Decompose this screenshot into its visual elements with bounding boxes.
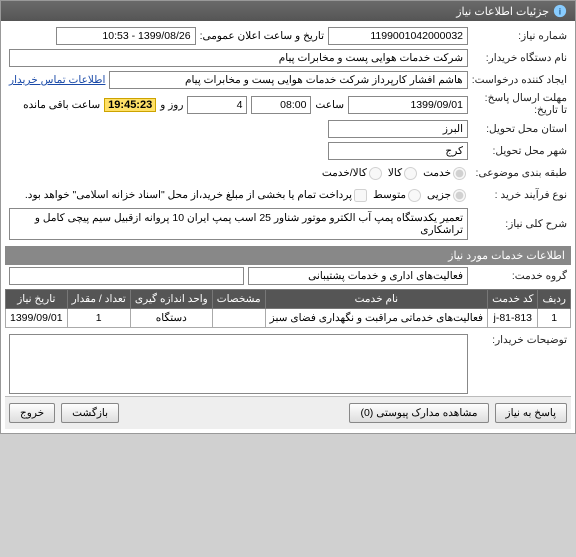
td-0: 1 (538, 309, 571, 328)
body: شماره نیاز: 1199001042000032 تاریخ و ساع… (1, 21, 575, 433)
creator-field: هاشم افشار کارپرداز شرکت خدمات هوایی پست… (109, 71, 467, 89)
th-3: مشخصات (212, 290, 265, 309)
bt-note-input (354, 189, 367, 202)
contact-link[interactable]: اطلاعات تماس خریدار (9, 74, 105, 86)
province-label: استان محل تحویل: (472, 123, 567, 135)
row-province: استان محل تحویل: البرز (5, 118, 571, 140)
desc-label: شرح کلی نیاز: (472, 218, 567, 230)
desc-field: تعمیر یکدستگاه پمپ آب الکترو موتور شناور… (9, 208, 468, 240)
time-lbl-1: ساعت (315, 99, 344, 111)
buyer-notes-label: توضیحات خریدار: (472, 334, 567, 346)
row-buytype: نوع فرآیند خرید : جزیی متوسط پرداخت تمام… (5, 184, 571, 206)
back-button[interactable]: بازگشت (61, 403, 119, 423)
deadline-label-2: تا تاریخ: (534, 104, 567, 116)
services-table: ردیف کد خدمت نام خدمت مشخصات واحد اندازه… (5, 289, 571, 328)
row-class: طبقه بندی موضوعی: خدمت کالا کالا/خدمت (5, 162, 571, 184)
svg-text:i: i (559, 7, 561, 18)
province-field: البرز (328, 120, 468, 138)
section2-header: اطلاعات خدمات مورد نیاز (5, 246, 571, 265)
day-lbl: روز و (160, 99, 183, 111)
buytype-label: نوع فرآیند خرید : (472, 189, 567, 201)
row-group: گروه خدمت: فعالیت‌های اداری و خدمات پشتی… (5, 265, 571, 287)
deadline-label: مهلت ارسال پاسخ: تا تاریخ: (472, 93, 567, 116)
bt-small-input (453, 189, 466, 202)
class-both-input (369, 167, 382, 180)
bt-small-text: جزیی (427, 189, 451, 201)
class-both-radio[interactable]: کالا/خدمت (322, 167, 382, 180)
row-deadline: مهلت ارسال پاسخ: تا تاریخ: 1399/09/01 سا… (5, 91, 571, 118)
deadline-time: 08:00 (251, 96, 311, 114)
btn-spacer (125, 403, 343, 423)
table-body: 1 j-81-813 فعالیت‌های خدماتی مراقبت و نگ… (6, 309, 571, 328)
buyer-notes-field (9, 334, 468, 394)
class-service-input (453, 167, 466, 180)
deadline-date: 1399/09/01 (348, 96, 468, 114)
org-field: شرکت خدمات هوایی پست و مخابرات پیام (9, 49, 468, 67)
remain-time: 19:45:23 (104, 98, 156, 112)
td-4: دستگاه (130, 309, 212, 328)
window-title: جزئیات اطلاعات نیاز (456, 5, 549, 18)
th-2: نام خدمت (265, 290, 487, 309)
remain-lbl: ساعت باقی مانده (23, 99, 100, 111)
row-city: شهر محل تحویل: کرج (5, 140, 571, 162)
city-label: شهر محل تحویل: (472, 145, 567, 157)
row-desc: شرح کلی نیاز: تعمیر یکدستگاه پمپ آب الکت… (5, 206, 571, 242)
attach-button[interactable]: مشاهده مدارک پیوستی (0) (349, 403, 488, 423)
info-icon: i (553, 4, 567, 18)
bt-note-text: پرداخت تمام یا بخشی از مبلغ خرید،از محل … (25, 189, 352, 201)
row-buyer-notes: توضیحات خریدار: (5, 328, 571, 396)
td-2: فعالیت‌های خدماتی مراقبت و نگهداری فضای … (265, 309, 487, 328)
bt-mid-radio[interactable]: متوسط (373, 189, 421, 202)
pub-date-field: 1399/08/26 - 10:53 (56, 27, 196, 45)
group-field-2 (9, 267, 244, 285)
group-label: گروه خدمت: (472, 270, 567, 282)
td-5: 1 (67, 309, 130, 328)
class-goods-text: کالا (388, 167, 402, 179)
class-both-text: کالا/خدمت (322, 167, 367, 179)
class-service-text: خدمت (423, 167, 451, 179)
reply-button[interactable]: پاسخ به نیاز (495, 403, 567, 423)
table-header-row: ردیف کد خدمت نام خدمت مشخصات واحد اندازه… (6, 290, 571, 309)
need-no-field: 1199001042000032 (328, 27, 468, 45)
th-0: ردیف (538, 290, 571, 309)
class-goods-radio[interactable]: کالا (388, 167, 417, 180)
td-1: j-81-813 (488, 309, 538, 328)
bt-mid-input (408, 189, 421, 202)
th-4: واحد اندازه گیری (130, 290, 212, 309)
org-label: نام دستگاه خریدار: (472, 52, 567, 64)
creator-label: ایجاد کننده درخواست: (472, 74, 567, 86)
class-goods-input (404, 167, 417, 180)
group-field: فعالیت‌های اداری و خدمات پشتیبانی (248, 267, 468, 285)
bt-small-radio[interactable]: جزیی (427, 189, 466, 202)
td-6: 1399/09/01 (6, 309, 68, 328)
city-field: کرج (328, 142, 468, 160)
titlebar: i جزئیات اطلاعات نیاز (1, 1, 575, 21)
row-org: نام دستگاه خریدار: شرکت خدمات هوایی پست … (5, 47, 571, 69)
class-label: طبقه بندی موضوعی: (472, 167, 567, 179)
row-need-no: شماره نیاز: 1199001042000032 تاریخ و ساع… (5, 25, 571, 47)
row-creator: ایجاد کننده درخواست: هاشم افشار کارپرداز… (5, 69, 571, 91)
need-no-label: شماره نیاز: (472, 30, 567, 42)
th-1: کد خدمت (488, 290, 538, 309)
exit-button[interactable]: خروج (9, 403, 55, 423)
th-6: تاریخ نیاز (6, 290, 68, 309)
th-5: تعداد / مقدار (67, 290, 130, 309)
window: i جزئیات اطلاعات نیاز شماره نیاز: 119900… (0, 0, 576, 434)
bt-mid-text: متوسط (373, 189, 406, 201)
bt-note-check[interactable]: پرداخت تمام یا بخشی از مبلغ خرید،از محل … (25, 189, 367, 202)
days-field: 4 (187, 96, 247, 114)
deadline-label-1: مهلت ارسال پاسخ: (485, 92, 567, 104)
table-row: 1 j-81-813 فعالیت‌های خدماتی مراقبت و نگ… (6, 309, 571, 328)
button-bar: پاسخ به نیاز مشاهده مدارک پیوستی (0) باز… (5, 396, 571, 429)
pub-date-label: تاریخ و ساعت اعلان عمومی: (200, 30, 324, 42)
class-service-radio[interactable]: خدمت (423, 167, 466, 180)
table-head: ردیف کد خدمت نام خدمت مشخصات واحد اندازه… (6, 290, 571, 309)
td-3 (212, 309, 265, 328)
